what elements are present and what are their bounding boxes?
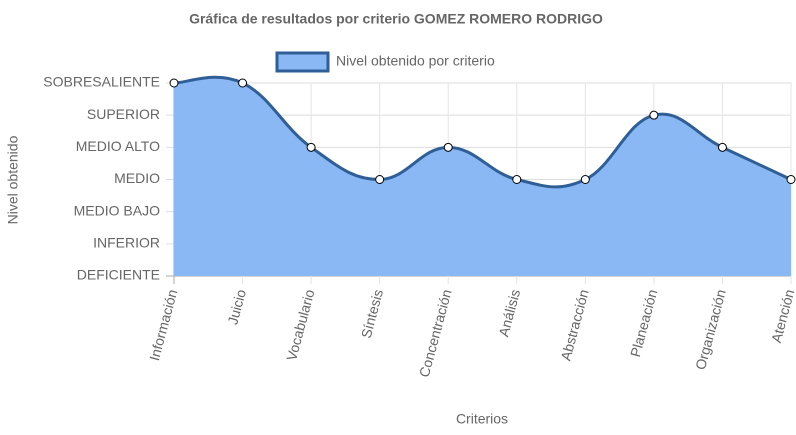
- y-tick-label: SOBRESALIENTE: [43, 74, 160, 90]
- y-tick-label: INFERIOR: [93, 235, 160, 251]
- point: [443, 142, 453, 152]
- x-tick-label: Concentración: [416, 288, 455, 379]
- x-tick-label: Atención: [768, 288, 796, 345]
- point: [169, 78, 179, 88]
- x-tick-label: Abstracción: [557, 288, 591, 363]
- y-tick-label: SUPERIOR: [87, 106, 160, 122]
- x-tick-label: Juicio: [224, 287, 249, 326]
- point: [717, 142, 727, 152]
- legend-swatch: [275, 51, 330, 73]
- y-tick-label: DEFICIENTE: [77, 267, 160, 283]
- point: [786, 175, 796, 184]
- point: [375, 175, 385, 184]
- x-tick-label: Análisis: [495, 288, 523, 339]
- y-axis-title: Nivel obtenido: [5, 135, 21, 224]
- point: [580, 175, 590, 184]
- chart-title: Gráfica de resultados por criterio GOMEZ…: [189, 11, 603, 27]
- y-tick-label: MEDIO BAJO: [74, 202, 160, 218]
- x-tick-label: Vocabulario: [283, 287, 317, 362]
- x-tick-label: Organización: [692, 288, 729, 372]
- legend-label: Nivel obtenido por criterio: [336, 53, 495, 69]
- area: [174, 77, 791, 276]
- x-tick-label: Síntesis: [358, 288, 386, 340]
- point: [238, 78, 248, 88]
- y-tick-label: MEDIO ALTO: [76, 138, 160, 154]
- x-axis-title: Criterios: [456, 411, 508, 427]
- y-tick-label: MEDIO: [114, 170, 160, 186]
- point: [512, 175, 522, 184]
- x-tick-label: Planeación: [627, 288, 660, 359]
- x-tick-label: Información: [146, 288, 180, 363]
- line: [173, 75, 792, 189]
- point: [306, 142, 316, 152]
- point: [649, 110, 659, 120]
